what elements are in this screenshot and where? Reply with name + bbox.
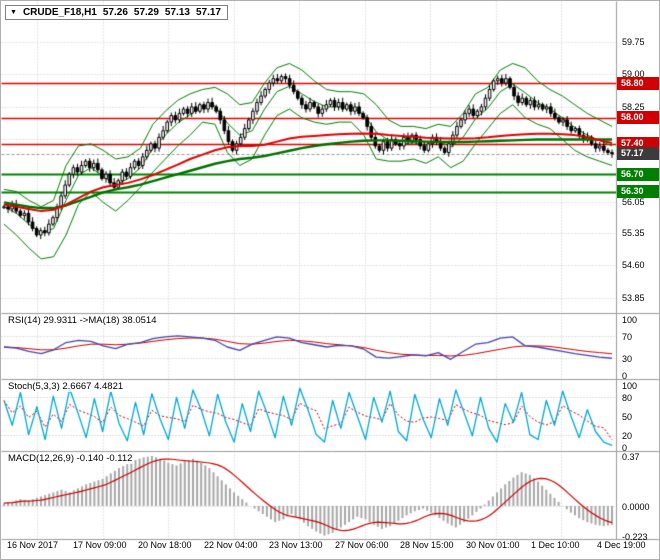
price-tick-label: 53.85 [622,293,645,303]
ohlc-high: 57.29 [133,7,159,18]
stoch-indicator-label: Stoch(5,3,3) 2.6667 4.4821 [6,381,126,392]
price-badge: 57.17 [617,147,659,160]
time-label: 17 Nov 09:00 [73,540,127,550]
time-label: 23 Nov 13:00 [269,540,323,550]
stoch-tick-label: 0 [622,443,628,453]
symbol-label: CRUDE_F18,H1 [22,7,97,18]
time-label: 30 Nov 01:00 [466,540,520,550]
price-tick-label: 55.35 [622,228,645,238]
price-tick-label: 56.05 [622,197,645,207]
price-badge: 56.30 [617,185,659,198]
price-axis[interactable]: 59.75 59.00 58.25 56.05 55.35 54.60 53.85 58.80… [617,1,659,542]
stoch-tick-label: 100 [622,381,638,391]
price-badge: 58.80 [617,77,659,90]
ohlc-low: 57.13 [164,7,190,18]
price-badge: 56.70 [617,168,659,181]
time-label: 28 Nov 15:00 [400,540,454,550]
time-axis[interactable]: 16 Nov 2017 17 Nov 09:00 20 Nov 18:00 22 No… [1,540,659,559]
price-tick-label: 58.25 [622,102,645,112]
time-label: 22 Nov 04:00 [204,540,258,550]
price-tick-label: 59.00 [622,69,645,79]
rsi-tick-label: 0 [622,371,628,381]
ohlc-open: 57.26 [102,7,128,18]
stoch-tick-label: 80 [622,393,633,403]
macd-tick-label: -0.223 [622,532,648,542]
price-tick-label: 59.75 [622,37,645,47]
stoch-tick-label: 20 [622,431,633,441]
rsi-indicator-label: RSI(14) 29.9311 ->MA(18) 38.0514 [6,315,159,326]
ohlc-close: 57.17 [195,7,221,18]
time-label: 27 Nov 06:00 [335,540,389,550]
rsi-tick-label: 70 [622,332,633,342]
macd-tick-label: 0.37 [622,452,640,462]
rsi-tick-label: 30 [622,354,633,364]
stoch-tick-label: 50 [622,412,633,422]
price-tick-label: 54.60 [622,260,645,270]
price-badge: 58.00 [617,111,659,124]
macd-indicator-label: MACD(12,26,9) -0.140 -0.112 [6,453,135,464]
symbol-ohlc-box: ▼ CRUDE_F18,H1 57.26 57.29 57.13 57.17 [5,5,228,20]
time-label: 1 Dec 10:00 [531,540,580,550]
time-label: 16 Nov 2017 [7,540,59,550]
chevron-down-icon[interactable]: ▼ [10,8,17,16]
time-label: 4 Dec 19:00 [597,540,646,550]
price-badge: 57.40 [617,137,659,150]
rsi-tick-label: 100 [622,315,638,325]
macd-tick-label: 0.0000 [622,502,650,512]
time-label: 20 Nov 18:00 [138,540,192,550]
